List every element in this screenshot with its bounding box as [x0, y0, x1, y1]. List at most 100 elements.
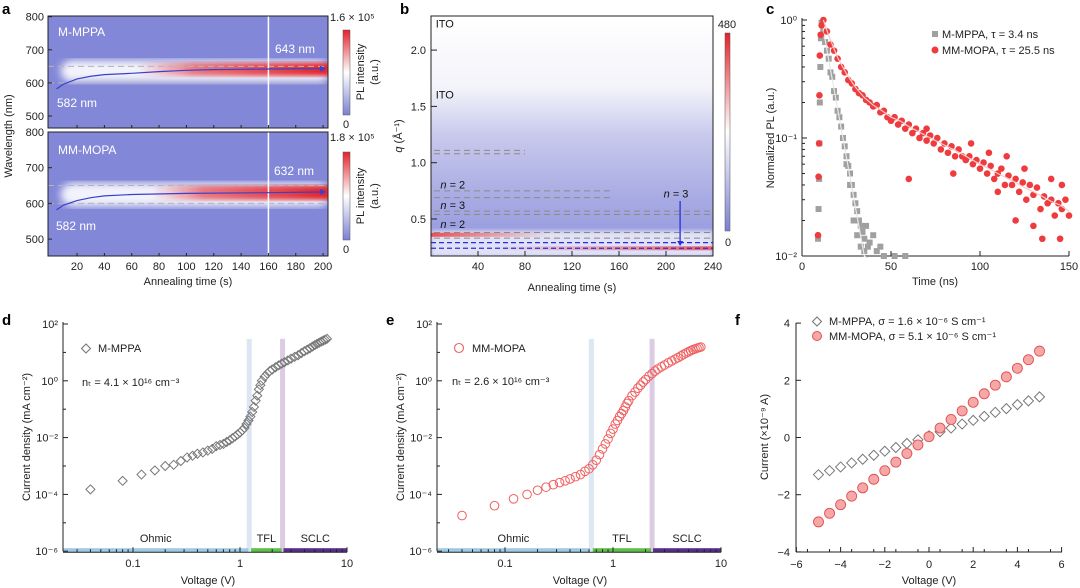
colorbar-label-unit: (a.u.) — [369, 59, 381, 85]
data-point — [237, 425, 248, 436]
sample-label-mm-mopa: MM-MOPA — [58, 143, 116, 157]
annotation-value: = 2 — [447, 219, 466, 231]
data-point — [930, 140, 938, 147]
legend-label: MM-MOPA, σ = 5.1 × 10⁻⁶ S cm⁻¹ — [829, 331, 996, 343]
data-point — [1030, 222, 1037, 230]
x-tick-label: 200 — [314, 261, 332, 273]
data-point — [985, 149, 993, 157]
data-point — [289, 351, 300, 363]
series-mm-mopa — [457, 342, 706, 521]
legend-marker-diamond — [80, 343, 92, 354]
data-point — [978, 388, 990, 400]
phase-n2-signal — [431, 232, 549, 237]
y-tick-label: 10⁰ — [780, 15, 797, 27]
data-point — [683, 346, 694, 357]
trace-arrowhead — [320, 65, 327, 72]
x-tick-label: 10 — [715, 558, 727, 570]
data-point — [846, 490, 858, 502]
data-point — [864, 243, 871, 250]
y-tick-label: 10⁻⁶ — [409, 546, 432, 558]
data-point — [85, 484, 96, 495]
legend-label: MM-MOPA — [472, 343, 526, 355]
data-point — [817, 63, 824, 70]
data-point — [815, 173, 822, 180]
data-point — [239, 422, 250, 434]
data-point — [565, 474, 575, 484]
data-point — [1051, 212, 1059, 219]
data-point — [197, 447, 209, 458]
legend-label: MM-MOPA, τ = 25.5 ns — [942, 45, 1055, 57]
data-point — [532, 485, 543, 496]
region-bar — [653, 548, 721, 553]
region-label-ohmic: Ohmic — [140, 533, 172, 545]
data-point — [673, 352, 683, 363]
annotation-value: = 2 — [447, 180, 466, 192]
legend-marker-circle — [453, 342, 465, 354]
data-point — [633, 383, 643, 393]
data-point — [241, 418, 252, 430]
data-point — [1022, 354, 1034, 366]
data-point — [256, 375, 268, 387]
data-point — [861, 248, 868, 255]
region-label-sclc: SCLC — [672, 533, 701, 545]
x-tick-label: 100 — [971, 261, 989, 273]
arrow-head-icon — [677, 241, 684, 247]
legend-label: M-MPPA, τ = 3.4 ns — [942, 29, 1039, 41]
data-point — [594, 449, 605, 460]
x-tick-label: 120 — [563, 261, 581, 273]
colorbar — [342, 29, 351, 116]
data-point — [813, 516, 824, 528]
data-point — [916, 134, 923, 142]
region-bar — [251, 548, 282, 553]
data-point — [304, 343, 316, 354]
data-point — [816, 92, 823, 99]
x-tick-label: 40 — [472, 261, 484, 273]
x-tick-label: 140 — [232, 261, 250, 273]
y-tick-label: 10⁻² — [36, 433, 58, 445]
fit-curve — [820, 19, 869, 259]
region-label-tfl: TFL — [257, 533, 277, 545]
x-tick-label: 10 — [341, 558, 353, 570]
data-point — [937, 146, 945, 153]
x-axis-label: Voltage (V) — [553, 575, 607, 587]
data-point — [508, 493, 519, 504]
data-point — [187, 450, 198, 461]
x-tick-label: 240 — [704, 261, 722, 273]
data-point — [890, 441, 902, 454]
y-tick-label: 500 — [26, 111, 44, 123]
data-point — [891, 253, 898, 259]
data-point — [554, 477, 565, 488]
panel-letter-c: c — [766, 1, 774, 18]
data-point — [905, 175, 913, 183]
data-point — [622, 398, 632, 409]
data-point — [676, 351, 686, 361]
y-tick-label: 10⁰ — [41, 376, 58, 388]
annotation-variable: n — [440, 180, 446, 192]
data-point — [218, 438, 229, 450]
data-point — [868, 473, 880, 485]
x-tick-label: −6 — [790, 559, 803, 571]
x-tick-label: −4 — [834, 559, 847, 571]
y-axis-label: Current (×10⁻⁹ A) — [759, 394, 771, 480]
y-tick-label: 800 — [26, 12, 44, 24]
x-tick-label: 50 — [885, 261, 897, 273]
x-tick-label: 6 — [1059, 559, 1065, 571]
data-point — [160, 460, 171, 472]
data-point — [1021, 165, 1028, 172]
region-bar — [63, 548, 249, 553]
y-tick-label: 4 — [784, 318, 790, 330]
panel-letter-f: f — [735, 312, 741, 329]
heatmap-m-mppa: 500 600 700 800 — [26, 12, 329, 129]
data-point — [522, 489, 532, 500]
y-tick-label: 0.5 — [411, 214, 426, 226]
data-point — [868, 449, 880, 461]
data-point — [259, 371, 270, 382]
data-point — [570, 471, 581, 482]
data-point — [854, 232, 861, 239]
x-tick-label: 160 — [259, 261, 277, 273]
data-point — [980, 159, 987, 166]
data-point — [823, 464, 836, 477]
y-tick-label: 0 — [784, 433, 790, 445]
data-point — [879, 445, 891, 457]
